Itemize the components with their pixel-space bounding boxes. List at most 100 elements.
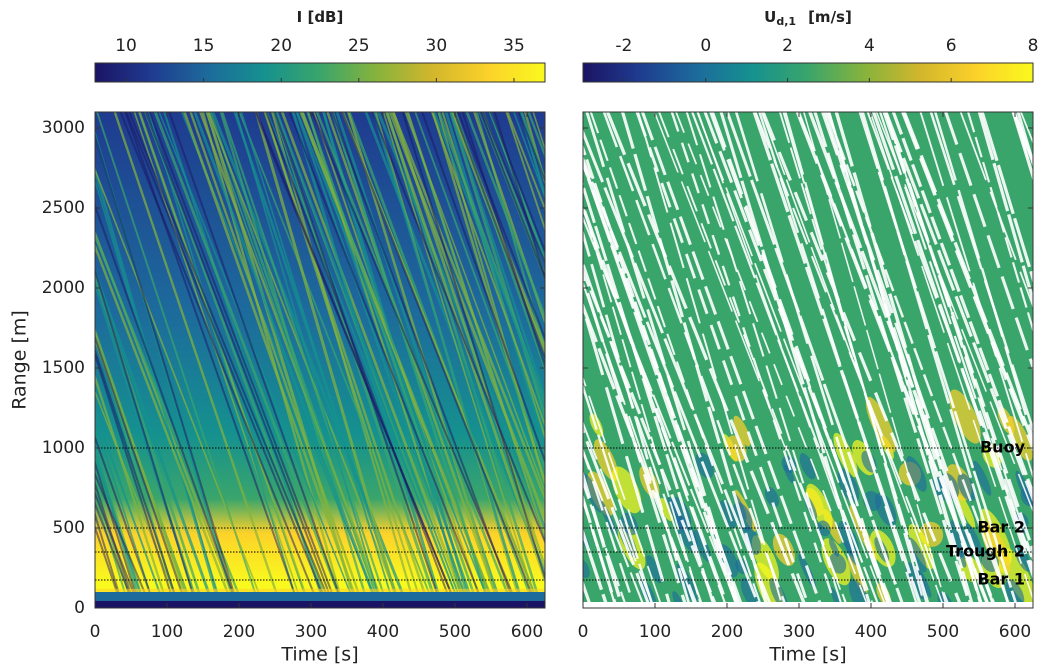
dark-streak [144, 112, 336, 608]
missing-data-streak [583, 273, 688, 608]
wave-streak [299, 112, 496, 608]
missing-data-streak [637, 112, 784, 608]
low-velocity-patch [783, 464, 795, 484]
colorbar-tick-label: 15 [193, 36, 215, 56]
dark-streak [95, 511, 125, 608]
x-tick-label: 100 [639, 622, 671, 642]
dark-streak [453, 112, 545, 361]
low-velocity-patch [915, 565, 932, 598]
dark-streak [95, 347, 181, 608]
y-axis-label: Range [m] [9, 310, 31, 410]
dark-streak [461, 112, 545, 370]
colorbar-tick-label: 25 [348, 36, 370, 56]
wave-streak [221, 112, 390, 608]
missing-data-streak [583, 448, 646, 608]
missing-data-streak [761, 112, 964, 608]
colorbar-label: Ud,1 [m/s] [764, 8, 852, 29]
dark-streak [168, 112, 345, 608]
dark-streak [95, 481, 137, 608]
missing-data-streak [778, 112, 931, 608]
wave-streak [95, 177, 223, 608]
missing-data-streak [583, 496, 618, 608]
dark-streak [265, 112, 454, 608]
missing-data-streak [803, 112, 948, 608]
colorbar-tick-label: 20 [270, 36, 292, 56]
wave-streak [326, 112, 502, 608]
x-tick-label: 300 [783, 622, 815, 642]
missing-data-streak [653, 112, 849, 608]
reference-label: Bar 1 [977, 570, 1025, 589]
missing-data-streak [583, 259, 705, 608]
dark-streak [95, 459, 141, 608]
dark-streak [371, 112, 545, 545]
wave-streak [95, 389, 181, 608]
heatmap-image [583, 112, 1033, 608]
high-velocity-patch [611, 466, 642, 514]
missing-data-streak [725, 112, 906, 608]
wave-streak [404, 112, 545, 494]
heatmap-image [95, 112, 545, 608]
x-tick-label: 300 [295, 622, 327, 642]
missing-data-streak [583, 383, 655, 608]
missing-data-streak [826, 112, 1012, 608]
high-velocity-patch [733, 415, 751, 447]
missing-data-streak [758, 112, 920, 608]
dark-streak [341, 112, 539, 608]
wave-streak [193, 112, 380, 608]
colorbar-tick-label: 4 [864, 36, 875, 56]
missing-data-streak [583, 426, 652, 608]
missing-data-streak [901, 112, 1033, 453]
wave-streak [219, 112, 371, 608]
y-tick-label: 0 [74, 598, 85, 618]
wave-streak [158, 112, 357, 608]
wave-streak [240, 112, 396, 608]
missing-data-streak [670, 112, 838, 608]
shore-band [583, 602, 1033, 608]
missing-data-streak [583, 215, 740, 608]
low-velocity-patch [907, 537, 927, 573]
missing-data-streak [691, 112, 881, 608]
low-velocity-patch [646, 555, 662, 584]
colorbar-tick-label: 0 [700, 36, 711, 56]
y-tick-label: 3000 [42, 118, 85, 138]
missing-data-streak [583, 128, 774, 608]
axes-frame [94, 111, 546, 609]
wave-streak [382, 112, 539, 608]
wave-streak [95, 242, 235, 608]
low-velocity-patch [965, 523, 982, 554]
colorbar-tick-label: 35 [503, 36, 525, 56]
wave-streak [465, 112, 545, 321]
wave-streak [519, 112, 545, 201]
dark-streak [95, 490, 141, 608]
colorbar [94, 62, 546, 83]
colorbar-label-unit: [m/s] [808, 8, 852, 26]
missing-data-streak [583, 375, 663, 608]
x-tick-label: 600 [999, 622, 1031, 642]
wave-streak [506, 112, 545, 212]
missing-data-streak [944, 112, 1033, 372]
wave-streak [385, 112, 545, 585]
missing-data-streak [823, 112, 985, 608]
wave-streak [254, 112, 401, 608]
missing-data-streak [884, 112, 1033, 569]
y-tick-label: 1000 [42, 438, 85, 458]
low-velocity-patch [583, 472, 603, 513]
missing-data-streak [754, 112, 951, 608]
wave-streak [276, 112, 465, 608]
missing-data-streak [885, 112, 1033, 563]
dark-streak [95, 267, 198, 608]
wave-streak [388, 112, 545, 523]
wave-streak [264, 112, 424, 608]
wave-streak [505, 112, 545, 232]
wave-streak [95, 167, 266, 608]
wave-streak [431, 112, 545, 428]
high-velocity-patch [806, 483, 833, 530]
missing-data-streak [583, 447, 636, 608]
dark-streak [273, 112, 443, 608]
missing-data-streak [875, 112, 1033, 513]
missing-data-streak [583, 420, 655, 608]
x-tick-label: 0 [578, 622, 589, 642]
dark-streak [288, 112, 486, 608]
missing-data-streak [734, 112, 891, 608]
dark-streak [95, 501, 136, 608]
